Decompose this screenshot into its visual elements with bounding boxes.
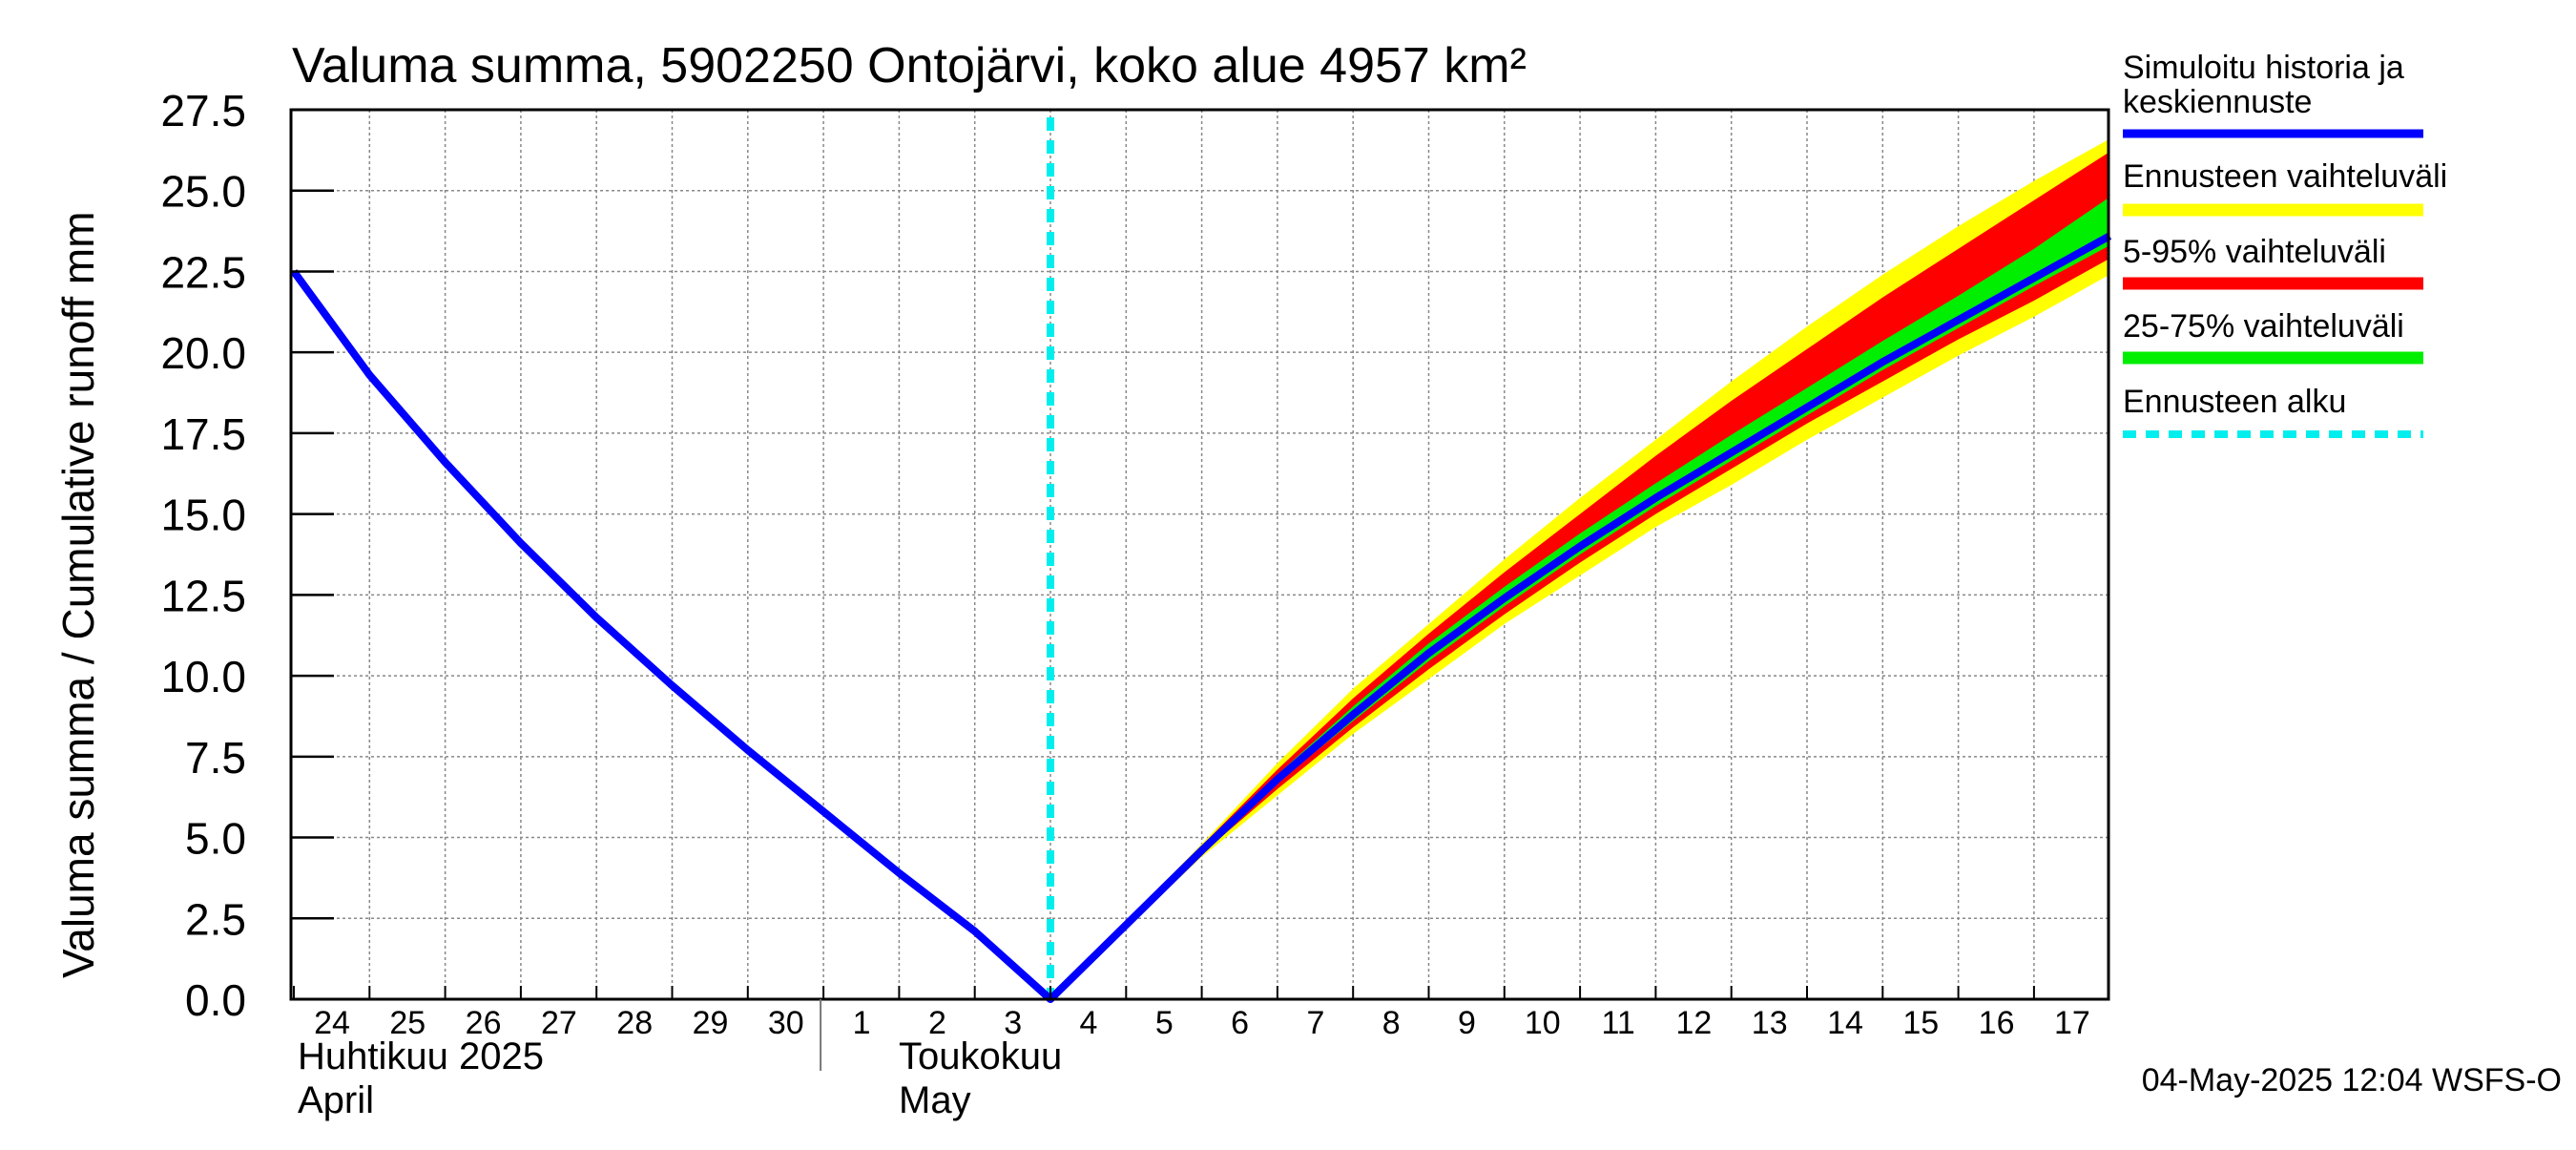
month-label-en: April — [298, 1079, 374, 1121]
band-25-75 — [1050, 197, 2110, 999]
x-tick-label: 3 — [1004, 1005, 1022, 1041]
x-tick-label: 4 — [1080, 1005, 1098, 1041]
axes — [289, 108, 2110, 1071]
x-tick-label: 29 — [693, 1005, 729, 1041]
x-tick-label: 25 — [389, 1005, 426, 1041]
y-tick-label: 20.0 — [160, 328, 246, 378]
x-tick-label: 24 — [314, 1005, 350, 1041]
x-tick-label: 27 — [541, 1005, 577, 1041]
plot-frame — [289, 108, 2110, 1001]
y-tick-label: 5.0 — [185, 814, 246, 864]
x-tick-label: 30 — [768, 1005, 804, 1041]
x-tick-label: 28 — [616, 1005, 653, 1041]
chart-title: Valuma summa, 5902250 Ontojärvi, koko al… — [292, 38, 1527, 94]
legend-label-forecast-start: Ennusteen alku — [2123, 384, 2346, 420]
footer-timestamp: 04-May-2025 12:04 WSFS-O — [2142, 1062, 2562, 1098]
band-5-95 — [1050, 152, 2110, 1000]
x-tick-label: 14 — [1827, 1005, 1863, 1041]
x-tick-label: 15 — [1902, 1005, 1939, 1041]
y-tick-label: 0.0 — [185, 975, 246, 1025]
x-tick-label: 12 — [1675, 1005, 1712, 1041]
x-tick-label: 16 — [1979, 1005, 2015, 1041]
y-tick-label: 25.0 — [160, 167, 246, 217]
x-tick-label: 5 — [1155, 1005, 1174, 1041]
x-tick-label: 11 — [1601, 1005, 1634, 1041]
legend-label-5-95: 5-95% vaihteluväli — [2123, 234, 2386, 270]
y-tick-label: 12.5 — [160, 571, 246, 620]
x-tick-label: 13 — [1752, 1005, 1788, 1041]
legend: Simuloitu historia ja keskiennuste Ennuste… — [2123, 50, 2447, 438]
y-tick-label: 17.5 — [160, 409, 246, 459]
x-tick-label: 7 — [1306, 1005, 1324, 1041]
forecast-bands — [1050, 138, 2110, 1000]
y-tick-label: 2.5 — [185, 894, 246, 944]
x-tick-label: 8 — [1382, 1005, 1401, 1041]
y-tick-label: 7.5 — [185, 733, 246, 783]
month-label-fi: Huhtikuu 2025 — [298, 1035, 544, 1077]
y-axis-label: Valuma summa / Cumulative runoff mm — [53, 211, 103, 978]
x-tick-label: 9 — [1458, 1005, 1476, 1041]
x-tick-label: 17 — [2054, 1005, 2090, 1041]
x-tick-label: 1 — [853, 1005, 871, 1041]
y-tick-label: 27.5 — [160, 86, 246, 136]
legend-label-25-75: 25-75% vaihteluväli — [2123, 308, 2404, 345]
x-tick-label: 26 — [466, 1005, 502, 1041]
x-tick-label: 6 — [1231, 1005, 1249, 1041]
month-label-fi: Toukokuu — [899, 1035, 1062, 1077]
y-tick-label: 10.0 — [160, 652, 246, 701]
month-label-en: May — [899, 1079, 971, 1121]
tick-labels: 0.0 2.5 5.0 7.5 10.0 12.5 15.0 17.5 20.0 22.5 25.0… — [160, 86, 2089, 1041]
x-tick-label: 2 — [928, 1005, 946, 1041]
legend-label-history: Simuloitu historia ja keskiennuste — [2123, 50, 2404, 120]
series-history-median — [290, 232, 2112, 1003]
legend-label-minmax: Ennusteen vaihteluväli — [2123, 158, 2447, 195]
y-tick-label: 15.0 — [160, 491, 246, 540]
series-lines — [290, 117, 2112, 1003]
x-tick-label: 10 — [1525, 1005, 1561, 1041]
y-tick-label: 22.5 — [160, 247, 246, 297]
